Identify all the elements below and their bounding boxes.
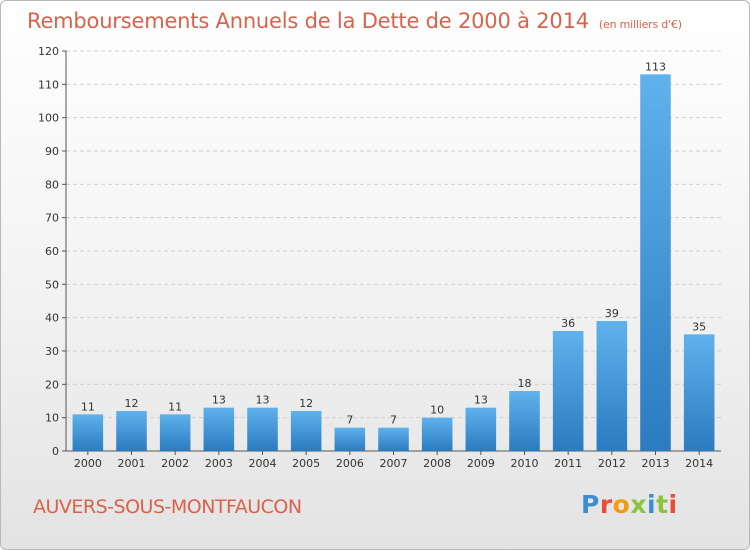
x-tick-label: 2003 (205, 457, 233, 470)
logo-letter: i (668, 490, 678, 519)
bar (290, 411, 322, 451)
logo-letter: x (630, 490, 647, 519)
bar-value-label: 12 (125, 397, 139, 410)
proxiti-logo: Proxiti (581, 490, 678, 519)
logo-letter: t (656, 490, 669, 519)
bar (465, 407, 497, 451)
bar-value-label: 35 (692, 320, 706, 333)
x-tick-label: 2011 (554, 457, 582, 470)
x-tick-label: 2012 (598, 457, 626, 470)
bar-value-label: 39 (605, 307, 619, 320)
bar-value-label: 12 (299, 397, 313, 410)
bar (334, 427, 366, 451)
x-tick-label: 2000 (74, 457, 102, 470)
bar (159, 414, 191, 451)
bar-value-label: 18 (518, 377, 532, 390)
y-tick-label: 120 (38, 45, 59, 58)
bar-value-label: 13 (212, 394, 226, 407)
bar-value-label: 36 (561, 317, 575, 330)
bar-value-label: 113 (645, 60, 666, 73)
bar (509, 391, 540, 451)
unit-label: (en milliers d'€) (598, 18, 682, 31)
bar (378, 427, 409, 451)
bar-value-label: 11 (81, 400, 95, 413)
x-tick-label: 2001 (118, 457, 146, 470)
bar (116, 411, 147, 451)
bar-value-label: 7 (390, 414, 397, 427)
x-tick-label: 2002 (161, 457, 189, 470)
x-tick-label: 2009 (467, 457, 495, 470)
y-tick-label: 100 (38, 112, 59, 125)
x-tick-label: 2004 (249, 457, 277, 470)
y-tick-label: 70 (45, 212, 59, 225)
bar (203, 407, 235, 451)
bar (247, 407, 278, 451)
x-tick-label: 2006 (336, 457, 364, 470)
y-tick-label: 20 (45, 378, 59, 391)
y-tick-label: 0 (52, 445, 59, 458)
y-tick-label: 60 (45, 245, 59, 258)
logo-letter: i (647, 490, 657, 519)
logo-letter: o (612, 490, 631, 519)
y-tick-label: 50 (45, 278, 59, 291)
y-tick-label: 30 (45, 345, 59, 358)
x-tick-label: 2010 (511, 457, 539, 470)
bar-value-label: 13 (474, 394, 488, 407)
bar (683, 334, 715, 451)
logo-letter: P (581, 490, 600, 519)
bar-value-label: 7 (346, 414, 353, 427)
title-text: Remboursements Annuels de la Dette de 20… (27, 9, 589, 33)
y-tick-label: 40 (45, 312, 59, 325)
bars (72, 74, 715, 451)
x-tick-label: 2013 (642, 457, 670, 470)
y-tick-label: 80 (45, 178, 59, 191)
x-tick-label: 2008 (423, 457, 451, 470)
y-tick-label: 110 (38, 78, 59, 91)
bar (596, 321, 628, 451)
bar-value-label: 11 (168, 400, 182, 413)
bar-value-label: 13 (256, 394, 270, 407)
commune-name: AUVERS-SOUS-MONTFAUCON (33, 496, 302, 518)
chart-title: Remboursements Annuels de la Dette de 20… (27, 9, 682, 33)
y-tick-label: 10 (45, 412, 59, 425)
y-tick-label: 90 (45, 145, 59, 158)
labels: 0 10 20 30 40 50 60 70 80 90 100 110 120 11 2000 12 2001… (38, 45, 713, 470)
bar-value-label: 10 (430, 404, 444, 417)
x-tick-label: 2014 (685, 457, 713, 470)
x-tick-label: 2005 (292, 457, 320, 470)
x-tick-label: 2007 (380, 457, 408, 470)
bar (640, 74, 671, 451)
bar (421, 417, 453, 451)
bar (72, 414, 104, 451)
logo-letter: r (599, 490, 613, 519)
bar (552, 331, 584, 451)
